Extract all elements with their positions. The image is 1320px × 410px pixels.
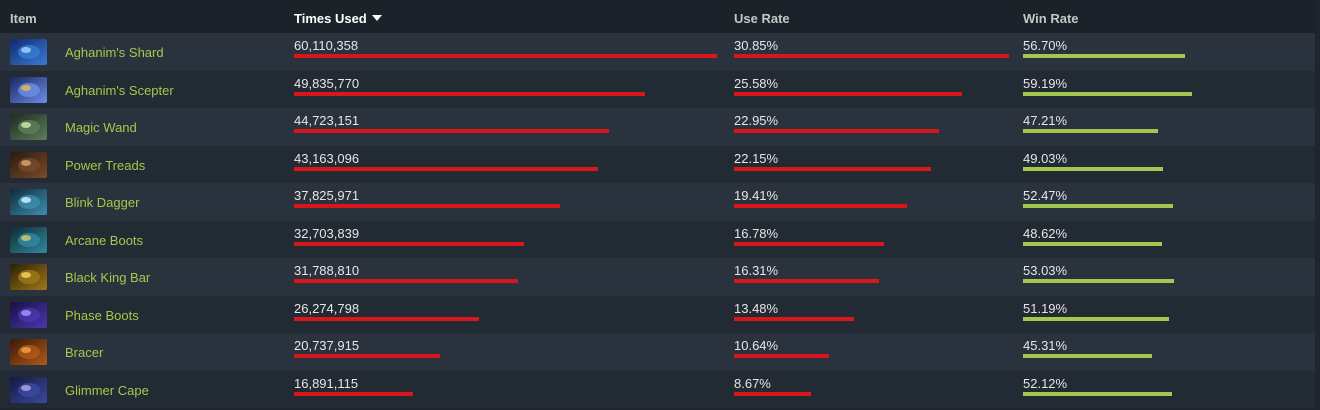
times-used-value: 60,110,358 bbox=[294, 38, 359, 53]
phase-boots-icon bbox=[10, 301, 47, 328]
column-header-times-used[interactable]: Times Used bbox=[294, 11, 382, 26]
use-rate-value: 8.67% bbox=[734, 375, 771, 391]
item-name-link[interactable]: Blink Dagger bbox=[65, 195, 140, 210]
column-header-times-used-label: Times Used bbox=[294, 11, 367, 26]
sort-descending-icon bbox=[371, 15, 382, 21]
win-rate-value: 51.19% bbox=[1023, 300, 1068, 316]
black-king-bar-icon bbox=[10, 264, 47, 290]
table-row: Blink Dagger 37,825,971 19.41% 52.47% bbox=[0, 183, 1315, 221]
table-body: Aghanim's Shard 60,110,358 30.85% 56.70% Agh… bbox=[0, 33, 1315, 408]
item-name-link[interactable]: Arcane Boots bbox=[65, 232, 144, 248]
times-used-value: 16,891,115 bbox=[294, 375, 359, 391]
table-row: Glimmer Cape 16,891,115 8.67% 52.12% bbox=[0, 370, 1315, 408]
times-used-bar bbox=[294, 354, 440, 358]
win-rate-value: 59.19% bbox=[1023, 75, 1068, 91]
table-row: Power Treads 43,163,096 22.15% 49.03% bbox=[0, 145, 1315, 183]
column-header-win-rate[interactable]: Win Rate bbox=[1023, 11, 1079, 26]
table-row: Aghanim's Shard 60,110,358 30.85% 56.70% bbox=[0, 33, 1315, 71]
use-rate-bar bbox=[734, 54, 1009, 58]
win-rate-bar bbox=[1023, 316, 1170, 321]
use-rate-value: 30.85% bbox=[734, 38, 779, 53]
win-rate-bar bbox=[1023, 391, 1172, 396]
item-name-link[interactable]: Phase Boots bbox=[65, 307, 139, 323]
times-used-value: 31,788,810 bbox=[294, 263, 360, 278]
table-header: Item Times Used Use Rate Win Rate bbox=[0, 0, 1315, 33]
times-used-value: 20,737,915 bbox=[294, 338, 360, 353]
win-rate-bar bbox=[1023, 354, 1153, 358]
win-rate-bar bbox=[1023, 204, 1173, 208]
times-used-value: 32,703,839 bbox=[294, 225, 360, 241]
times-used-bar bbox=[294, 241, 525, 246]
win-rate-value: 53.03% bbox=[1023, 263, 1068, 278]
times-used-bar bbox=[294, 391, 413, 396]
times-used-bar bbox=[294, 279, 518, 283]
table-row: Aghanim's Scepter 49,835,770 25.58% 59.19% bbox=[0, 70, 1315, 108]
item-name-link[interactable]: Aghanim's Scepter bbox=[65, 82, 174, 98]
blink-dagger-icon bbox=[10, 189, 47, 215]
win-rate-value: 47.21% bbox=[1023, 113, 1068, 128]
use-rate-value: 16.31% bbox=[734, 263, 779, 278]
times-used-bar bbox=[294, 166, 598, 171]
item-name-link[interactable]: Aghanim's Shard bbox=[65, 45, 164, 60]
table-row: Phase Boots 26,274,798 13.48% 51.19% bbox=[0, 295, 1315, 333]
times-used-bar bbox=[294, 316, 479, 321]
use-rate-value: 19.41% bbox=[734, 188, 779, 203]
bracer-icon bbox=[10, 339, 47, 365]
use-rate-bar bbox=[734, 204, 908, 208]
aghanims-scepter-icon bbox=[10, 76, 47, 103]
use-rate-bar bbox=[734, 241, 884, 246]
use-rate-bar bbox=[734, 129, 939, 133]
item-name-link[interactable]: Bracer bbox=[65, 345, 104, 360]
item-name-link[interactable]: Black King Bar bbox=[65, 270, 151, 285]
times-used-bar bbox=[294, 91, 645, 96]
win-rate-value: 48.62% bbox=[1023, 225, 1068, 241]
aghanims-shard-icon bbox=[10, 39, 47, 65]
win-rate-value: 52.12% bbox=[1023, 375, 1068, 391]
glimmer-cape-icon bbox=[10, 376, 47, 403]
times-used-value: 44,723,151 bbox=[294, 113, 360, 128]
column-header-item[interactable]: Item bbox=[10, 11, 37, 26]
use-rate-bar bbox=[734, 91, 963, 96]
times-used-bar bbox=[294, 54, 717, 58]
use-rate-bar bbox=[734, 391, 812, 396]
item-name-link[interactable]: Magic Wand bbox=[65, 120, 137, 135]
use-rate-bar bbox=[734, 166, 932, 171]
win-rate-bar bbox=[1023, 241, 1162, 246]
win-rate-bar bbox=[1023, 129, 1158, 133]
table-row: Bracer 20,737,915 10.64% 45.31% bbox=[0, 333, 1315, 371]
use-rate-bar bbox=[734, 279, 880, 283]
column-header-use-rate[interactable]: Use Rate bbox=[734, 11, 790, 26]
item-name-link[interactable]: Glimmer Cape bbox=[65, 382, 149, 398]
times-used-value: 37,825,971 bbox=[294, 188, 360, 203]
use-rate-bar bbox=[734, 316, 855, 321]
item-name-link[interactable]: Power Treads bbox=[65, 157, 146, 173]
win-rate-value: 56.70% bbox=[1023, 38, 1068, 53]
table-row: Arcane Boots 32,703,839 16.78% 48.62% bbox=[0, 220, 1315, 258]
use-rate-value: 22.95% bbox=[734, 113, 779, 128]
win-rate-value: 52.47% bbox=[1023, 188, 1068, 203]
use-rate-value: 16.78% bbox=[734, 225, 779, 241]
times-used-bar bbox=[294, 129, 609, 133]
win-rate-bar bbox=[1023, 54, 1185, 58]
use-rate-value: 13.48% bbox=[734, 300, 779, 316]
win-rate-bar bbox=[1023, 91, 1192, 96]
win-rate-value: 45.31% bbox=[1023, 338, 1068, 353]
win-rate-bar bbox=[1023, 166, 1163, 171]
use-rate-value: 25.58% bbox=[734, 75, 779, 91]
win-rate-value: 49.03% bbox=[1023, 150, 1068, 166]
arcane-boots-icon bbox=[10, 226, 47, 253]
use-rate-value: 22.15% bbox=[734, 150, 779, 166]
use-rate-value: 10.64% bbox=[734, 338, 779, 353]
use-rate-bar bbox=[734, 354, 829, 358]
times-used-value: 26,274,798 bbox=[294, 300, 360, 316]
times-used-bar bbox=[294, 204, 561, 208]
table-row: Black King Bar 31,788,810 16.31% 53.03% bbox=[0, 258, 1315, 296]
table-row: Magic Wand 44,723,151 22.95% 47.21% bbox=[0, 108, 1315, 146]
times-used-value: 49,835,770 bbox=[294, 75, 360, 91]
power-treads-icon bbox=[10, 151, 47, 178]
magic-wand-icon bbox=[10, 114, 47, 140]
times-used-value: 43,163,096 bbox=[294, 150, 360, 166]
win-rate-bar bbox=[1023, 279, 1175, 283]
